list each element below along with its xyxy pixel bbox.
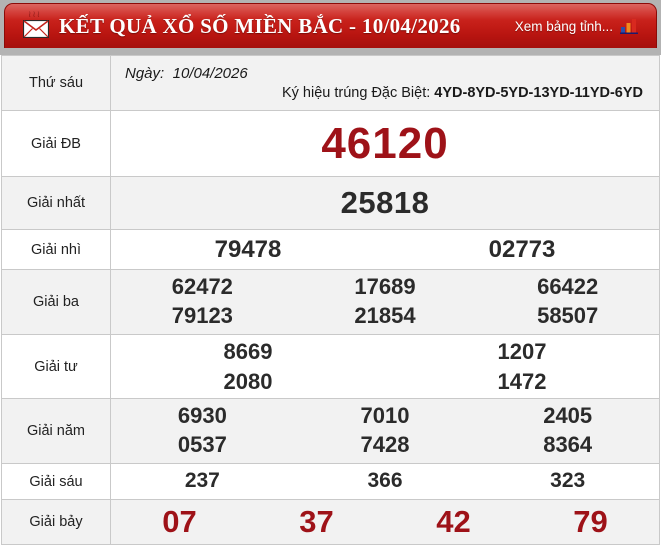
weekday-label: Thứ sáu [1,55,111,111]
prize-values-nam: 6930 7010 2405 0537 7428 8364 [110,398,660,464]
envelope-icon: ≀≀≀ [21,11,51,41]
prize-number: 7428 [360,432,410,457]
table-row-prize-tu: Giải tư 8669 1207 2080 1472 [1,334,660,399]
prize-number: 79478 [214,235,282,263]
prize-number: 42 [436,504,471,540]
prize-number: 25818 [340,184,430,220]
prize-number: 323 [550,469,586,493]
prize-label-tu: Giải tư [1,334,111,399]
draw-date-label: Ngày: [125,64,165,82]
special-symbol-value: 4YD-8YD-5YD-13YD-11YD-6YD [434,84,643,101]
table-row-prize-nhat: Giải nhất 25818 [1,176,660,230]
prize-number: 2080 [223,368,273,394]
prize-number: 79123 [171,303,233,328]
prize-values-nhat: 25818 [110,176,660,230]
table-row-prize-ba: Giải ba 62472 17689 66422 79123 21854 58… [1,269,660,335]
prize-values-nhi: 79478 02773 [110,229,660,270]
table-row-prize-db: Giải ĐB 46120 [1,110,660,177]
prize-number: 62472 [171,274,233,300]
envelope-steam-icon: ≀≀≀ [28,10,42,20]
prize-number: 79 [573,504,608,540]
lottery-results-table: Thứ sáu Ngày: 10/04/2026 Ký hiệu trúng Đ… [1,55,660,545]
lottery-results-table-wrap: Thứ sáu Ngày: 10/04/2026 Ký hiệu trúng Đ… [0,55,661,545]
prize-number: 8364 [543,432,593,457]
table-row-prize-bay: Giải bảy 07 37 42 79 [1,499,660,545]
special-symbol-label: Ký hiệu trúng Đặc Biệt: [281,84,431,101]
prize-number: 02773 [488,235,556,263]
prize-number: 366 [367,469,403,493]
prize-values-sau: 237 366 323 [110,463,660,500]
prize-values-bay: 07 37 42 79 [110,499,660,545]
draw-info-cell: Ngày: 10/04/2026 Ký hiệu trúng Đặc Biệt:… [110,55,660,111]
prize-label-db: Giải ĐB [1,110,111,177]
prize-number: 58507 [537,303,599,328]
table-row-prize-sau: Giải sáu 237 366 323 [1,463,660,500]
table-row-info: Thứ sáu Ngày: 10/04/2026 Ký hiệu trúng Đ… [1,55,660,111]
prize-number: 07 [162,504,197,540]
prize-number: 37 [299,504,334,540]
prize-number: 237 [184,469,220,493]
prize-values-tu: 8669 1207 2080 1472 [110,334,660,399]
prize-number: 6930 [177,403,227,429]
prize-number: 17689 [354,274,416,300]
title-bar-right: Xem bảng tỉnh... [515,18,656,34]
page-title: KẾT QUẢ XỔ SỐ MIỀN BẮC - 10/04/2026 [59,13,461,38]
title-bar-left: ≀≀≀ KẾT QUẢ XỔ SỐ MIỀN BẮC - 10/04/2026 [5,11,515,41]
draw-date-value: 10/04/2026 [172,64,248,82]
prize-values-ba: 62472 17689 66422 79123 21854 58507 [110,269,660,335]
title-bar-inner: ≀≀≀ KẾT QUẢ XỔ SỐ MIỀN BẮC - 10/04/2026 … [4,3,657,48]
table-row-prize-nam: Giải năm 6930 7010 2405 0537 7428 8364 [1,398,660,464]
prize-number: 0537 [177,432,227,457]
prize-number: 46120 [321,118,449,168]
draw-date: Ngày: 10/04/2026 [121,65,649,83]
prize-number: 21854 [354,303,416,328]
title-bar: ≀≀≀ KẾT QUẢ XỔ SỐ MIỀN BẮC - 10/04/2026 … [0,0,661,55]
prize-label-nam: Giải năm [1,398,111,464]
prize-number: 7010 [360,403,410,429]
prize-label-bay: Giải bảy [1,499,111,545]
special-symbol-row: Ký hiệu trúng Đặc Biệt: 4YD-8YD-5YD-13YD-… [121,85,649,101]
prize-number: 2405 [543,403,593,429]
prize-label-sau: Giải sáu [1,463,111,500]
prize-values-db: 46120 [110,110,660,177]
prize-number: 8669 [223,338,273,364]
prize-label-ba: Giải ba [1,269,111,335]
table-row-prize-nhi: Giải nhì 79478 02773 [1,229,660,270]
prize-number: 1207 [497,338,547,364]
prize-label-nhi: Giải nhì [1,229,111,270]
prize-number: 1472 [497,368,547,394]
view-province-table-link[interactable]: Xem bảng tỉnh... [514,18,613,34]
bar-chart-icon[interactable] [620,18,638,34]
prize-label-nhat: Giải nhất [1,176,111,230]
prize-number: 66422 [537,274,599,300]
